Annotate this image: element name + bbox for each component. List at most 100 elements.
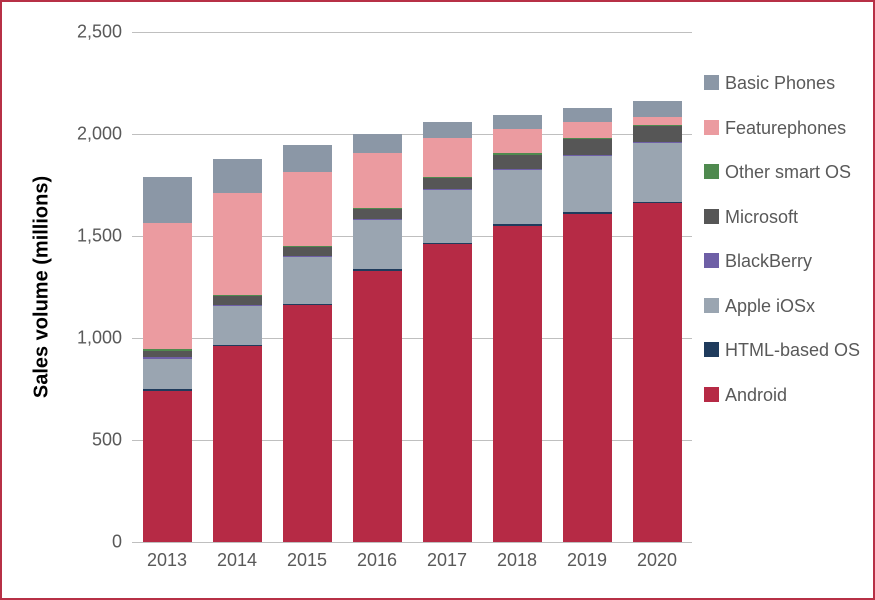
bar-segment-other-smart-os	[423, 177, 472, 178]
bar-segment-html-based-os	[563, 212, 612, 214]
bar-segment-android	[493, 226, 542, 542]
bar-segment-featurephones	[493, 129, 542, 153]
bar-segment-other-smart-os	[283, 246, 332, 247]
bar-segment-basic-phones	[493, 115, 542, 129]
bar-segment-apple-iosx	[213, 306, 262, 345]
legend-label: Apple iOSx	[725, 295, 815, 318]
xtick-label: 2019	[567, 542, 607, 571]
bar-segment-android	[283, 305, 332, 542]
ytick-label: 2,000	[77, 124, 132, 145]
legend-item: HTML-based OS	[704, 339, 860, 362]
bar-segment-other-smart-os	[353, 208, 402, 209]
xtick-label: 2014	[217, 542, 257, 571]
bar-segment-html-based-os	[493, 224, 542, 226]
bar-segment-basic-phones	[633, 101, 682, 116]
bar-segment-html-based-os	[353, 269, 402, 271]
legend-item: Basic Phones	[704, 72, 860, 95]
bar-segment-apple-iosx	[423, 190, 472, 243]
legend-item: Android	[704, 384, 860, 407]
xtick-label: 2016	[357, 542, 397, 571]
bar-segment-featurephones	[283, 172, 332, 245]
bar-segment-microsoft	[633, 126, 682, 142]
bar-segment-html-based-os	[213, 345, 262, 347]
legend-swatch	[704, 209, 719, 224]
bar-segment-featurephones	[213, 193, 262, 295]
legend-swatch	[704, 120, 719, 135]
xtick-label: 2020	[637, 542, 677, 571]
bar-segment-blackberry	[213, 305, 262, 306]
bar-segment-html-based-os	[423, 243, 472, 245]
bar-segment-html-based-os	[283, 304, 332, 306]
bar-segment-other-smart-os	[563, 138, 612, 139]
legend-label: Microsoft	[725, 206, 798, 229]
bar-segment-microsoft	[563, 139, 612, 154]
bar-segment-featurephones	[143, 223, 192, 349]
bar-column	[283, 32, 332, 542]
bar-segment-microsoft	[283, 247, 332, 256]
bar-column	[493, 32, 542, 542]
bar-segment-blackberry	[353, 219, 402, 220]
bar-column	[633, 32, 682, 542]
legend-item: Featurephones	[704, 117, 860, 140]
ytick-label: 1,000	[77, 328, 132, 349]
y-axis-label: Sales volume (millions)	[31, 176, 54, 398]
bar-segment-html-based-os	[143, 389, 192, 391]
ytick-label: 2,500	[77, 22, 132, 43]
bar-column	[563, 32, 612, 542]
xtick-label: 2017	[427, 542, 467, 571]
bar-segment-microsoft	[213, 296, 262, 304]
ytick-label: 500	[92, 430, 132, 451]
legend-label: HTML-based OS	[725, 339, 860, 362]
plot-area: 05001,0001,5002,0002,5002013201420152016…	[132, 32, 692, 542]
legend-item: Apple iOSx	[704, 295, 860, 318]
bar-segment-apple-iosx	[283, 257, 332, 304]
legend-swatch	[704, 387, 719, 402]
bar-segment-other-smart-os	[493, 153, 542, 154]
bar-segment-basic-phones	[283, 145, 332, 173]
legend-swatch	[704, 253, 719, 268]
bar-segment-other-smart-os	[633, 125, 682, 126]
legend-label: Basic Phones	[725, 72, 835, 95]
bar-segment-android	[423, 244, 472, 542]
legend-label: Featurephones	[725, 117, 846, 140]
bar-segment-android	[353, 271, 402, 542]
bar-segment-microsoft	[423, 178, 472, 189]
ytick-label: 1,500	[77, 226, 132, 247]
bar-segment-featurephones	[423, 138, 472, 177]
legend-swatch	[704, 164, 719, 179]
bar-segment-android	[143, 391, 192, 542]
legend-swatch	[704, 298, 719, 313]
legend-item: Microsoft	[704, 206, 860, 229]
legend-label: Android	[725, 384, 787, 407]
bar-segment-basic-phones	[213, 159, 262, 194]
bar-segment-other-smart-os	[213, 295, 262, 296]
bar-segment-microsoft	[353, 209, 402, 219]
bar-segment-other-smart-os	[143, 349, 192, 350]
bar-segment-microsoft	[143, 351, 192, 357]
bar-segment-featurephones	[633, 117, 682, 125]
bar-segment-apple-iosx	[353, 220, 402, 269]
bar-segment-blackberry	[143, 357, 192, 359]
bar-column	[213, 32, 262, 542]
bar-column	[143, 32, 192, 542]
bar-segment-microsoft	[493, 155, 542, 169]
legend-label: BlackBerry	[725, 250, 812, 273]
legend-swatch	[704, 342, 719, 357]
bar-segment-apple-iosx	[143, 359, 192, 390]
chart-frame: 0 500 1,000 1,500 2,000 2,500 2013 2014 2015 2016…	[0, 0, 875, 600]
legend-item: Other smart OS	[704, 161, 860, 184]
legend-swatch	[704, 75, 719, 90]
xtick-label: 2018	[497, 542, 537, 571]
bar-segment-blackberry	[283, 256, 332, 257]
bar-segment-featurephones	[563, 122, 612, 138]
bar-column	[423, 32, 472, 542]
xtick-label: 2015	[287, 542, 327, 571]
ytick-label: 0	[112, 532, 132, 553]
bar-segment-android	[563, 214, 612, 542]
bar-segment-html-based-os	[633, 202, 682, 204]
bar-segment-featurephones	[353, 153, 402, 208]
bar-segment-android	[213, 346, 262, 542]
xtick-label: 2013	[147, 542, 187, 571]
bar-segment-apple-iosx	[633, 143, 682, 202]
bar-segment-apple-iosx	[563, 155, 612, 212]
